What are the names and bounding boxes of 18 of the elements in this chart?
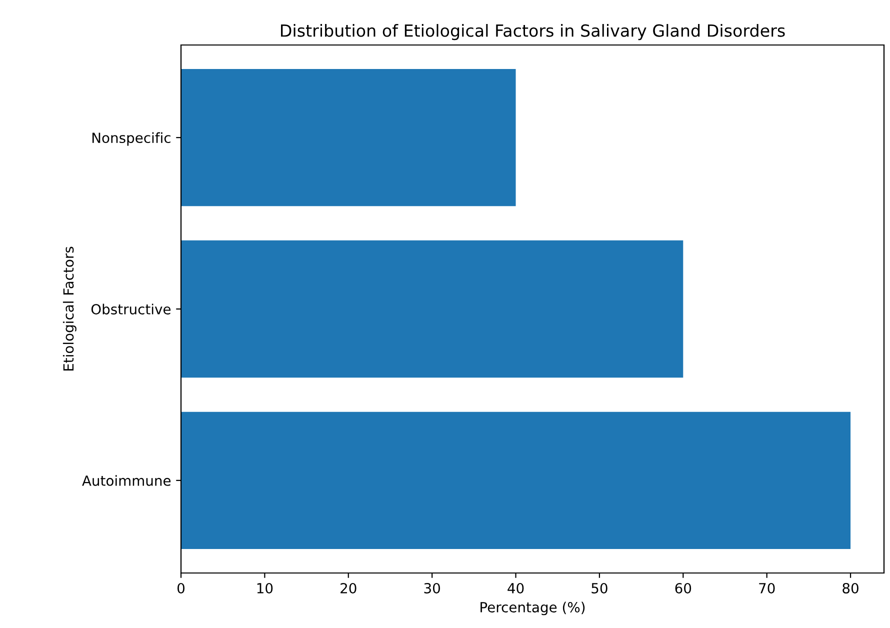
x-axis-title: Percentage (%)	[480, 602, 585, 616]
bar	[181, 69, 516, 206]
x-tick-label: 10	[257, 582, 273, 594]
y-axis-title: Etiological Factors	[62, 246, 76, 371]
x-tick-label: 80	[842, 582, 858, 594]
y-tick-label: Nonspecific	[92, 132, 170, 146]
x-tick-label: 30	[424, 582, 440, 594]
x-tick-label: 0	[177, 582, 184, 594]
x-tick-label: 40	[508, 582, 524, 594]
chart-title: Distribution of Etiological Factors in Salivary Gland Disorders	[281, 24, 785, 40]
y-tick-label: Obstructive	[91, 304, 171, 314]
bar	[181, 240, 684, 378]
x-tick-label: 20	[340, 582, 356, 594]
x-tick-label: 60	[675, 582, 692, 594]
x-tick-label: 70	[759, 582, 775, 594]
bar	[181, 412, 851, 549]
x-tick-label: 50	[592, 582, 608, 594]
y-tick-label: Autoimmune	[82, 475, 171, 486]
